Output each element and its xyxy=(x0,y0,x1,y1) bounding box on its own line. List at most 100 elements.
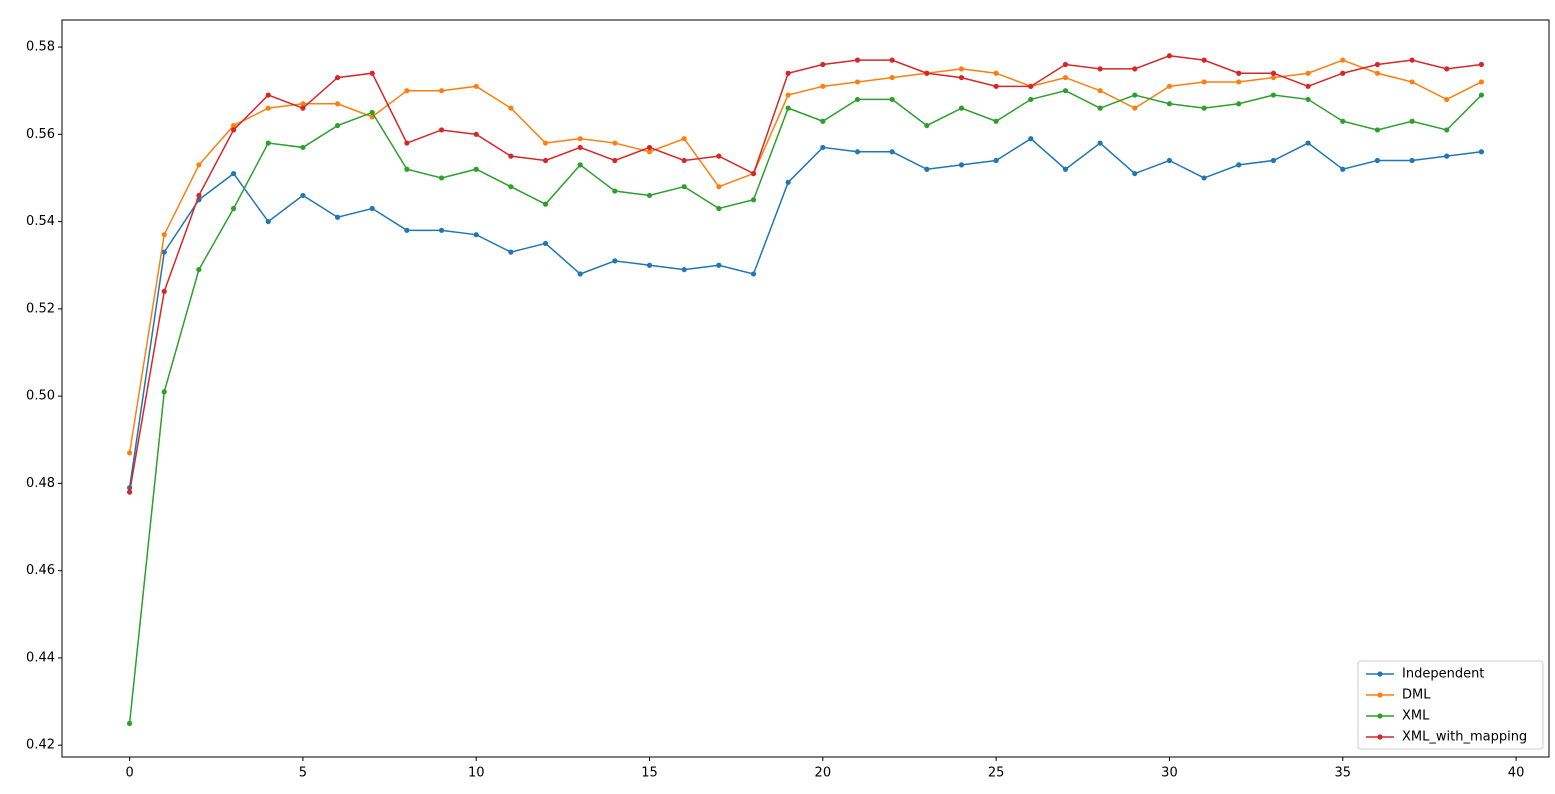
x-tick-label: 30 xyxy=(1161,766,1178,781)
x-tick-label: 35 xyxy=(1334,766,1351,781)
legend-label: XML xyxy=(1402,709,1430,724)
y-tick-label: 0.42 xyxy=(26,738,55,753)
point xyxy=(993,70,999,76)
point xyxy=(1097,88,1103,94)
point xyxy=(473,83,479,89)
point xyxy=(958,66,965,72)
point xyxy=(1444,127,1450,133)
point xyxy=(681,266,687,273)
point xyxy=(1340,57,1346,63)
point xyxy=(161,389,167,395)
point xyxy=(612,157,618,164)
point xyxy=(1444,66,1450,72)
point xyxy=(1340,166,1346,172)
point xyxy=(612,140,618,146)
y-tick-label: 0.56 xyxy=(26,127,55,142)
point xyxy=(612,188,618,194)
point xyxy=(1305,140,1311,146)
point xyxy=(750,197,757,203)
point xyxy=(1270,92,1277,98)
point xyxy=(1340,70,1346,76)
point xyxy=(265,218,271,225)
point xyxy=(508,105,514,111)
point xyxy=(820,83,826,89)
point xyxy=(542,140,549,146)
x-tick-label: 15 xyxy=(641,766,658,781)
point xyxy=(161,249,167,255)
legend-label: XML_with_mapping xyxy=(1402,730,1527,745)
point xyxy=(404,88,410,94)
point xyxy=(646,149,653,155)
point xyxy=(508,153,514,159)
point xyxy=(1444,96,1450,103)
point xyxy=(577,136,583,142)
point xyxy=(889,57,895,63)
point xyxy=(1409,57,1415,63)
point xyxy=(265,140,271,146)
line xyxy=(128,89,1482,724)
point xyxy=(1201,79,1207,85)
point xyxy=(1236,79,1242,85)
point xyxy=(1062,74,1069,81)
point xyxy=(542,201,549,207)
point xyxy=(889,149,895,155)
point xyxy=(438,227,445,233)
point xyxy=(542,157,549,164)
point xyxy=(1409,157,1415,164)
point xyxy=(126,489,133,495)
point xyxy=(300,192,306,199)
x-tick-label: 25 xyxy=(988,766,1005,781)
point xyxy=(820,118,826,124)
point xyxy=(300,101,306,107)
y-tick-label: 0.52 xyxy=(26,301,55,316)
point xyxy=(785,92,791,98)
point xyxy=(1236,70,1242,76)
point xyxy=(924,70,930,76)
point xyxy=(438,175,445,181)
y-tick-label: 0.46 xyxy=(26,563,55,578)
legend-marker xyxy=(1377,692,1383,698)
point xyxy=(1166,101,1173,107)
point xyxy=(820,61,826,68)
point xyxy=(369,109,375,116)
point xyxy=(473,131,479,137)
point xyxy=(750,271,757,277)
point xyxy=(508,184,514,190)
point xyxy=(334,122,341,129)
point xyxy=(1305,70,1311,76)
point xyxy=(1166,53,1173,59)
point xyxy=(1478,79,1485,85)
point xyxy=(265,105,271,111)
point xyxy=(1374,127,1381,133)
legend-marker xyxy=(1377,713,1383,719)
point xyxy=(161,232,167,238)
point xyxy=(508,249,514,255)
point xyxy=(1270,70,1277,76)
point xyxy=(1236,101,1242,107)
point xyxy=(300,105,306,111)
point xyxy=(1028,136,1034,142)
x-tick-label: 20 xyxy=(815,766,832,781)
point xyxy=(1132,66,1138,72)
y-tick-label: 0.50 xyxy=(26,389,55,404)
legend-marker xyxy=(1377,734,1383,740)
point xyxy=(265,92,271,98)
point xyxy=(993,83,999,89)
legend-label: Independent xyxy=(1402,667,1484,682)
point xyxy=(404,140,410,146)
x-tick-label: 10 xyxy=(468,766,485,781)
point xyxy=(785,179,791,185)
point xyxy=(1201,175,1207,181)
point xyxy=(369,70,375,76)
x-tick-label: 0 xyxy=(125,766,133,781)
point xyxy=(196,192,202,199)
point xyxy=(334,74,341,81)
point xyxy=(1132,170,1138,177)
point xyxy=(1409,79,1415,85)
point xyxy=(1478,61,1485,68)
line xyxy=(128,59,1482,453)
point xyxy=(542,240,549,247)
point xyxy=(1478,149,1485,155)
point xyxy=(716,184,722,190)
